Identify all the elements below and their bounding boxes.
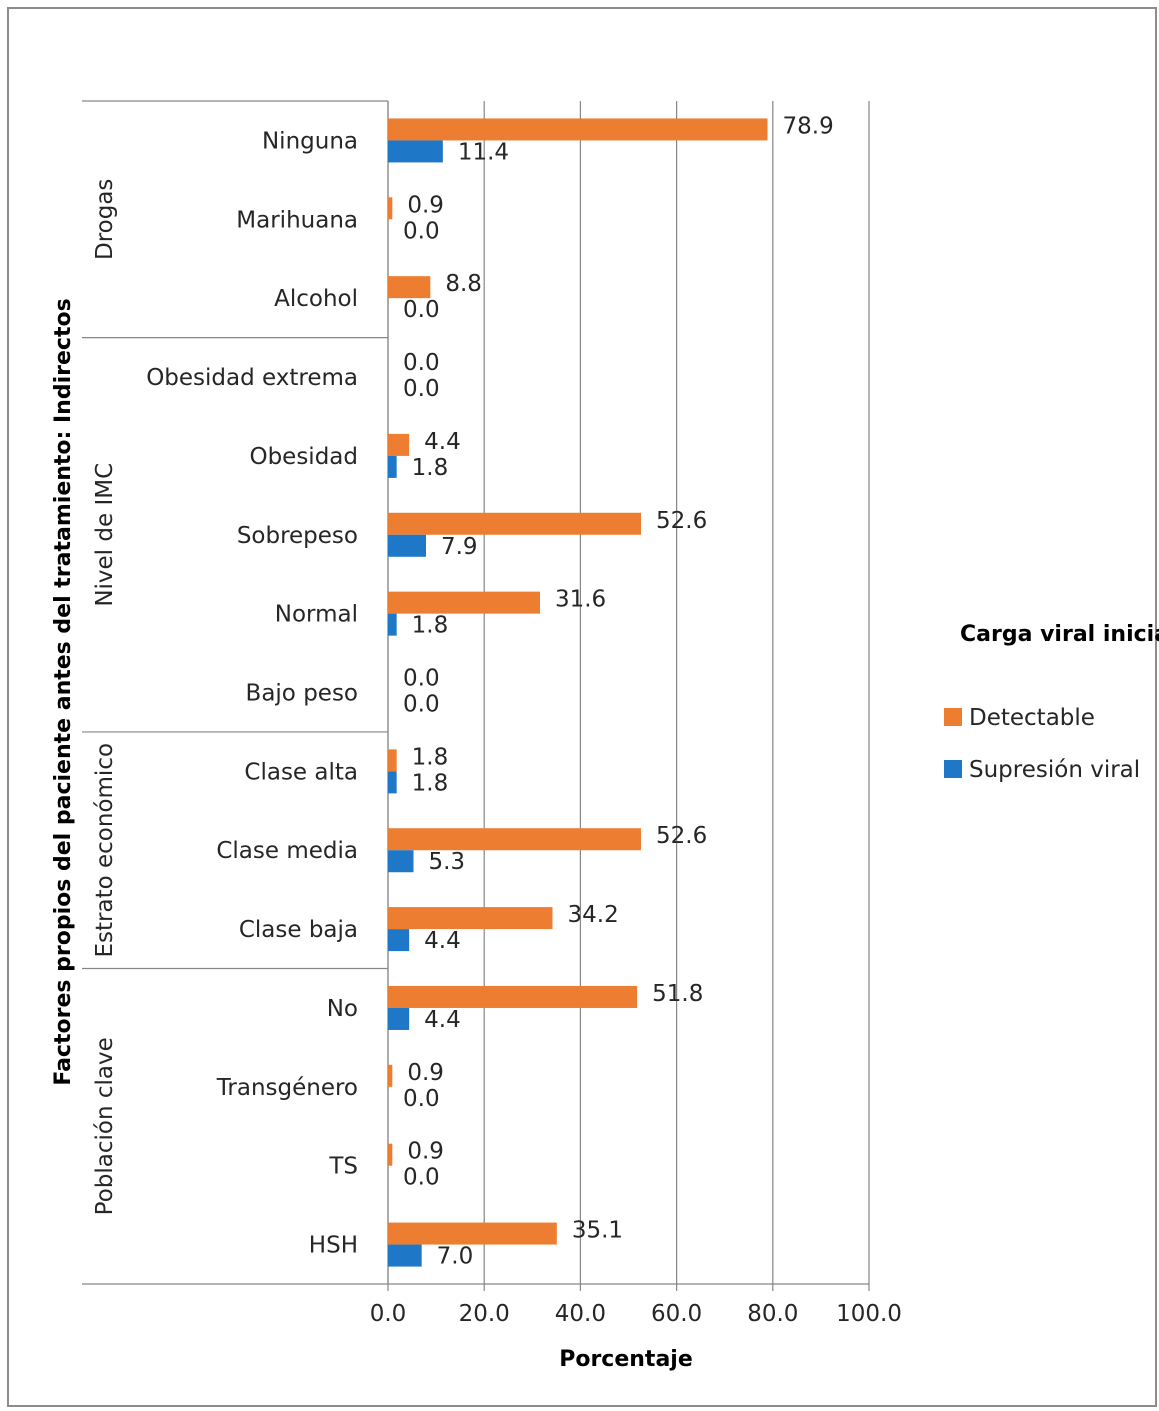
legend-swatch xyxy=(944,760,962,778)
data-label-supresion-viral: 0.0 xyxy=(403,692,440,718)
data-label-detectable: 8.8 xyxy=(445,271,482,297)
category-label: Ninguna xyxy=(262,128,358,154)
bar-supresion-viral xyxy=(388,929,410,952)
group-label: Drogas xyxy=(92,179,118,260)
bar-detectable xyxy=(388,1064,393,1087)
data-label-supresion-viral: 0.0 xyxy=(403,218,440,244)
data-label-detectable: 0.9 xyxy=(407,1060,444,1086)
x-tick-label: 80.0 xyxy=(747,1301,798,1327)
legend-title: Carga viral inicial xyxy=(960,622,1159,647)
bar-detectable xyxy=(388,118,768,141)
x-axis-title: Porcentaje xyxy=(559,1347,693,1372)
legend-swatch xyxy=(944,708,962,726)
data-label-detectable: 0.9 xyxy=(407,1139,444,1165)
data-label-detectable: 4.4 xyxy=(424,429,461,455)
bar-detectable xyxy=(388,512,642,535)
y-axis-title: Factores propios del paciente antes del … xyxy=(51,298,76,1085)
category-label: TS xyxy=(328,1154,358,1180)
x-tick-labels: 0.0 20.0 40.0 60.0 80.0 100.0 xyxy=(370,1301,902,1327)
data-label-supresion-viral: 0.0 xyxy=(403,1165,440,1191)
bar-supresion-viral xyxy=(388,850,414,873)
data-label-supresion-viral: 1.8 xyxy=(412,455,449,481)
bars xyxy=(388,118,768,1267)
data-label-supresion-viral: 11.4 xyxy=(458,139,509,165)
x-tick-label: 100.0 xyxy=(836,1301,902,1327)
category-label: No xyxy=(327,996,358,1022)
category-label: Clase baja xyxy=(239,917,358,943)
group-label: Nivel de IMC xyxy=(92,463,118,607)
data-label-detectable: 0.0 xyxy=(403,350,440,376)
group-label: Población clave xyxy=(92,1037,118,1215)
bar-detectable xyxy=(388,433,410,456)
bar-supresion-viral xyxy=(388,1244,422,1267)
legend: Carga viral inicial Detectable Supresión … xyxy=(944,622,1159,783)
data-label-detectable: 52.6 xyxy=(656,508,707,534)
category-label: Sobrepeso xyxy=(237,523,358,549)
data-label-supresion-viral: 0.0 xyxy=(403,297,440,323)
bar-supresion-viral xyxy=(388,1007,410,1030)
data-label-detectable: 34.2 xyxy=(568,902,619,928)
data-label-detectable: 1.8 xyxy=(412,744,449,770)
category-label: Obesidad xyxy=(249,444,358,470)
category-labels: Ninguna Marihuana Alcohol Obesidad extrema O… xyxy=(146,128,358,1258)
data-label-detectable: 78.9 xyxy=(783,113,834,139)
bar-supresion-viral xyxy=(388,140,443,163)
category-label: Clase alta xyxy=(244,759,358,785)
category-label: HSH xyxy=(309,1233,358,1259)
data-label-supresion-viral: 4.4 xyxy=(424,1007,461,1033)
legend-entry: Supresión viral xyxy=(969,757,1140,783)
data-label-supresion-viral: 0.0 xyxy=(403,1086,440,1112)
legend-entry: Detectable xyxy=(969,705,1095,731)
data-label-detectable: 0.0 xyxy=(403,666,440,692)
category-label: Normal xyxy=(275,602,358,628)
category-label: Marihuana xyxy=(236,207,358,233)
x-tick-label: 40.0 xyxy=(555,1301,606,1327)
category-label: Obesidad extrema xyxy=(146,365,358,391)
data-label-supresion-viral: 1.8 xyxy=(412,613,449,639)
bar-supresion-viral xyxy=(388,613,397,636)
x-tick-label: 20.0 xyxy=(459,1301,510,1327)
bar-detectable xyxy=(388,197,393,220)
category-label: Alcohol xyxy=(274,286,358,312)
data-labels: 78.911.40.90.08.80.00.00.04.41.852.67.93… xyxy=(403,113,834,1269)
data-label-supresion-viral: 7.9 xyxy=(441,534,478,560)
bar-detectable xyxy=(388,749,397,772)
data-label-detectable: 51.8 xyxy=(652,981,703,1007)
bar-detectable xyxy=(388,276,431,299)
bar-detectable xyxy=(388,907,553,930)
x-tick-label: 60.0 xyxy=(651,1301,702,1327)
data-label-supresion-viral: 0.0 xyxy=(403,376,440,402)
bar-supresion-viral xyxy=(388,534,426,557)
bar-detectable xyxy=(388,1143,393,1166)
data-label-supresion-viral: 7.0 xyxy=(437,1244,474,1270)
data-label-detectable: 31.6 xyxy=(555,587,606,613)
x-tick-label: 0.0 xyxy=(370,1301,407,1327)
data-label-detectable: 0.9 xyxy=(407,192,444,218)
data-label-supresion-viral: 1.8 xyxy=(412,770,449,796)
bar-detectable xyxy=(388,828,642,851)
category-label: Bajo peso xyxy=(246,681,358,707)
group-label: Estrato económico xyxy=(92,743,118,958)
bar-supresion-viral xyxy=(388,771,397,794)
data-label-supresion-viral: 4.4 xyxy=(424,928,461,954)
bar-detectable xyxy=(388,1222,557,1245)
category-label: Transgénero xyxy=(216,1075,358,1101)
group-labels: Drogas Nivel de IMC Estrato económico Pobla… xyxy=(92,179,118,1216)
bar-detectable xyxy=(388,985,638,1008)
bar-supresion-viral xyxy=(388,455,397,478)
data-label-supresion-viral: 5.3 xyxy=(428,849,465,875)
data-label-detectable: 52.6 xyxy=(656,823,707,849)
bar-detectable xyxy=(388,591,540,614)
category-label: Clase media xyxy=(216,838,358,864)
data-label-detectable: 35.1 xyxy=(572,1218,623,1244)
chart-frame xyxy=(7,7,1157,1407)
